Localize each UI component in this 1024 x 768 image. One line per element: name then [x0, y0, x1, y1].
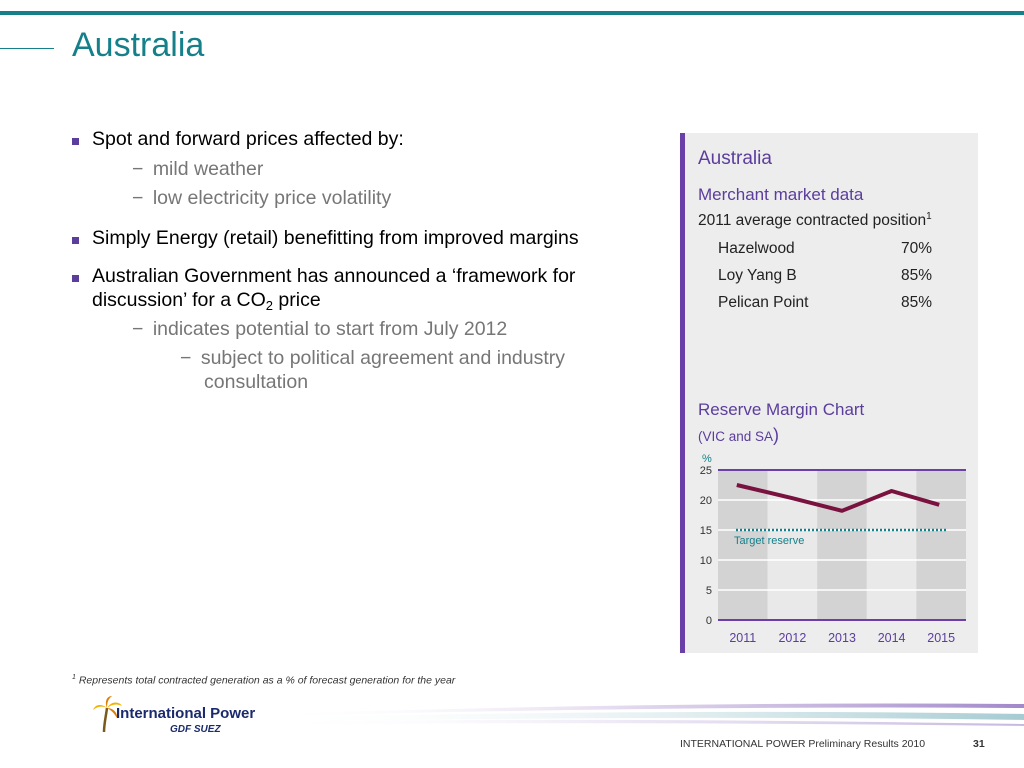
- sub-sub-bullet: − subject to political agreement and ind…: [180, 347, 565, 370]
- panel-subtitle: Merchant market data: [698, 185, 864, 204]
- international-power-logo: International Power GDF SUEZ: [93, 696, 255, 735]
- x-tick-label: 2012: [778, 631, 806, 645]
- table-row: Pelican Point 85%: [718, 294, 932, 312]
- plant-value: 85%: [901, 294, 933, 311]
- plant-name: Hazelwood: [718, 240, 795, 257]
- dash-icon: −: [132, 158, 144, 180]
- dash-icon: −: [180, 347, 192, 369]
- bullet-square-icon: [72, 237, 79, 244]
- bullet-square-icon: [72, 275, 79, 282]
- table-row: Loy Yang B 85%: [718, 267, 932, 285]
- x-axis-ticks: 2011 2012 2013 2014 2015: [729, 631, 955, 645]
- title-accent-line: [0, 48, 54, 49]
- chart-column-band: [817, 470, 867, 620]
- y-tick-label: 25: [700, 465, 712, 477]
- plant-value: 85%: [901, 267, 933, 284]
- sub-bullet-text: mild weather: [152, 158, 264, 180]
- y-tick-label: 5: [706, 585, 712, 597]
- decorative-swoosh: [270, 703, 1024, 726]
- y-axis-ticks: 0 5 10 15 20 25: [700, 465, 712, 627]
- logo-text: International Power: [116, 705, 255, 722]
- slide-title: Australia: [72, 26, 205, 64]
- bullet-square-icon: [72, 138, 79, 145]
- dash-icon: −: [132, 318, 144, 340]
- sub-bullet: − indicates potential to start from July…: [132, 318, 507, 341]
- y-axis-label: %: [702, 453, 712, 465]
- chart-title: Reserve Margin Chart: [698, 400, 865, 419]
- sub-bullet: − low electricity price volatility: [132, 187, 391, 210]
- reserve-series: [736, 483, 940, 513]
- top-rule: [0, 11, 1024, 15]
- y-tick-label: 0: [706, 615, 712, 627]
- sub-bullet: − mild weather: [132, 158, 263, 181]
- palm-tree-icon: [93, 696, 122, 733]
- table-header: 2011 average contracted position1: [698, 211, 932, 230]
- table-row: Hazelwood 70%: [718, 240, 932, 258]
- y-tick-label: 15: [700, 525, 712, 537]
- x-tick-label: 2014: [878, 631, 906, 645]
- plant-name: Loy Yang B: [718, 267, 797, 284]
- bullet-text: Australian Government has announced a ‘f…: [92, 265, 576, 287]
- panel-title: Australia: [698, 148, 772, 169]
- x-tick-label: 2015: [927, 631, 955, 645]
- chart-column-band: [718, 470, 768, 620]
- sub-sub-bullet-continuation: consultation: [204, 371, 309, 393]
- chart-subtitle: (VIC and SA): [698, 425, 780, 445]
- chart-column-band: [916, 470, 966, 620]
- info-panel-accent-bar: [680, 133, 685, 653]
- x-tick-label: 2013: [828, 631, 856, 645]
- dash-icon: −: [132, 187, 144, 209]
- y-tick-label: 20: [700, 495, 712, 507]
- target-reserve-label: Target reserve: [734, 535, 804, 547]
- bullet-text: discussion’ for a CO2 price: [92, 289, 321, 313]
- footnote: 1 Represents total contracted generation…: [72, 674, 456, 687]
- plant-value: 70%: [901, 240, 933, 257]
- sub-sub-bullet-text: subject to political agreement and indus…: [200, 347, 566, 369]
- x-tick-label: 2011: [729, 631, 756, 645]
- logo-subtext: GDF SUEZ: [170, 724, 221, 735]
- reserve-margin-chart: 0 5 10 15 20 25 2011 2012 2013 2014 2015 % Target…: [700, 453, 966, 645]
- plant-name: Pelican Point: [718, 294, 809, 311]
- page-number: 31: [973, 738, 985, 750]
- footer-text: INTERNATIONAL POWER Preliminary Results …: [680, 738, 926, 750]
- sub-bullet-text: indicates potential to start from July 2…: [152, 318, 508, 340]
- bullet-text: Spot and forward prices affected by:: [92, 128, 404, 150]
- sub-bullet-text: low electricity price volatility: [152, 187, 392, 209]
- bullet-text: Simply Energy (retail) benefitting from …: [92, 227, 579, 249]
- y-tick-label: 10: [700, 555, 712, 567]
